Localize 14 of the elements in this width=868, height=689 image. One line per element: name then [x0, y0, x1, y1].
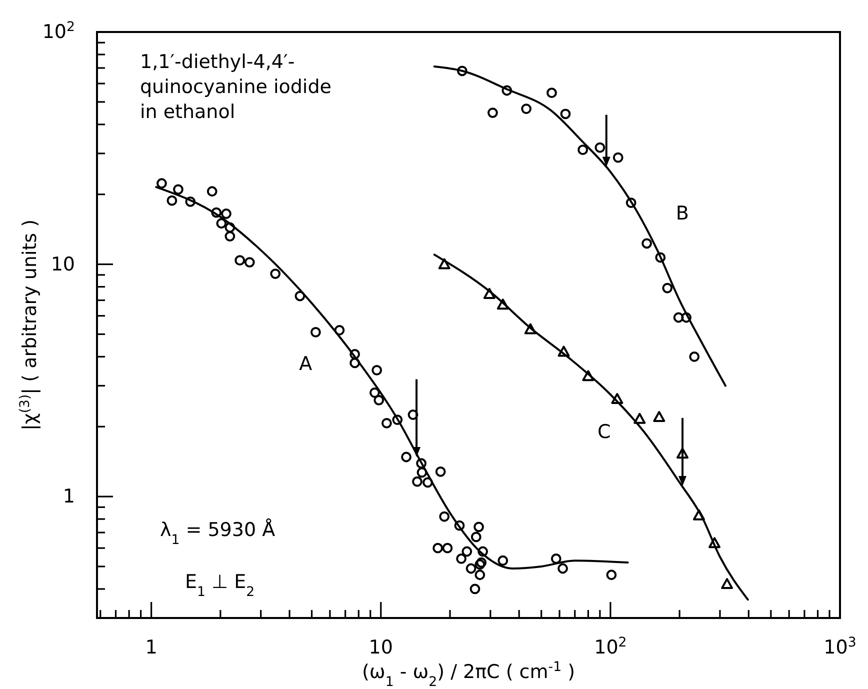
y-tick-label: 10 — [50, 253, 75, 276]
series-label: C — [598, 421, 611, 444]
annotation: 1,1′-diethyl-4,4′- quinocyanine iodide in ethanol — [140, 51, 332, 123]
x-axis-title: (ω$_{1}$ - ω$_{2}$) / 2πC ( cm$^{-1}$ ) — [362, 660, 575, 689]
annotation: E$_{1}$ ⊥ E$_{2}$ — [185, 571, 255, 600]
x-tick-label: 10$^{3}$ — [824, 634, 856, 658]
annotation: λ$_{1}$ = 5930 Å — [160, 518, 276, 548]
series-label: B — [676, 202, 689, 224]
y-tick-label: 10$^{2}$ — [42, 20, 75, 44]
series-label: A — [299, 353, 312, 376]
x-tick-label: 10 — [368, 636, 393, 658]
x-tick-label: 1 — [145, 636, 158, 658]
y-tick-label: 1 — [62, 486, 75, 508]
x-tick-label: 10$^{2}$ — [594, 634, 627, 658]
